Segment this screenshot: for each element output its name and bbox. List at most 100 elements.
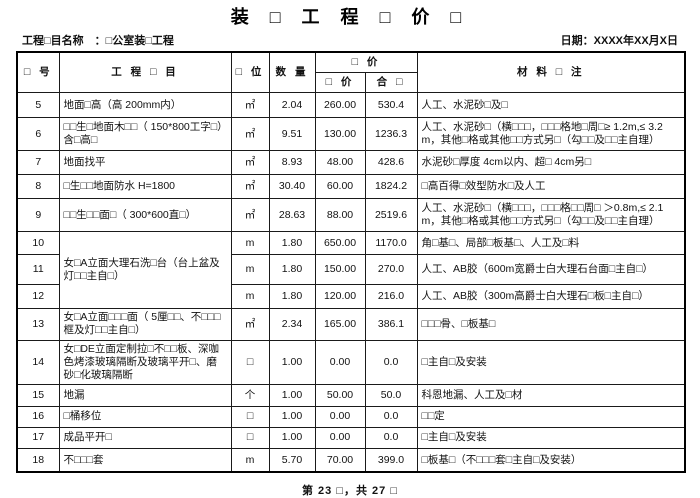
row-no-cell: 8: [16, 174, 60, 200]
page-number-line: 第 23 □，共 27 □: [302, 485, 398, 498]
qty-cell: 1.80: [268, 254, 316, 286]
unit-cell: □: [230, 339, 270, 385]
item-cell: 地漏: [58, 383, 232, 407]
row-no-cell: 15: [16, 383, 60, 407]
row-no-cell: 6: [16, 117, 60, 152]
unit-price-cell: 165.00: [314, 308, 366, 341]
table-row: 6 □□生□地面木□□（ 150*800工字□）含□高□ ㎡ 9.51 130.…: [16, 117, 686, 152]
remark-cell: □□□骨、□板基□: [416, 308, 686, 341]
item-cell-merged: 女□A立面大理石洗□台（台上盆及灯□□主自□）: [58, 231, 232, 310]
col-header-item: 工 程 □ 目: [58, 51, 232, 94]
remark-cell: 人工、AB胶（300m高爵士白大理石□板□主自□）: [416, 284, 686, 310]
quotation-table: □ 号 工 程 □ 目 □ 位 数 量 □ 价 材 料 □ 注 □ 价 合 □ …: [16, 51, 687, 474]
total-price-cell: 530.4: [364, 92, 418, 119]
item-cell: 女□DE立面定制拉□不□□板、深咖色烤漆玻璃隔断及玻璃平开□、磨砂□化玻璃隔断: [58, 339, 232, 385]
qty-cell: 2.34: [268, 308, 316, 341]
row-no-cell: 11: [16, 254, 60, 286]
col-header-unit-price: □ 价: [314, 72, 366, 94]
total-price-cell: 2519.6: [364, 198, 418, 233]
unit-cell: ㎡: [230, 198, 270, 233]
col-header-qty: 数 量: [268, 51, 316, 94]
qty-cell: 30.40: [268, 174, 316, 200]
table-row: 13 女□A立面□□□面（ 5厘□□、不□□□框及灯□□主自□） ㎡ 2.34 …: [16, 308, 686, 341]
unit-price-cell: 0.00: [314, 426, 366, 449]
qty-cell: 8.93: [268, 150, 316, 176]
row-no-cell: 5: [16, 92, 60, 119]
unit-cell: m: [230, 447, 270, 473]
col-header-no: □ 号: [16, 51, 60, 94]
item-cell: □□生□地面木□□（ 150*800工字□）含□高□: [58, 117, 232, 152]
row-no-cell: 9: [16, 198, 60, 233]
row-no-cell: 16: [16, 405, 60, 428]
unit-cell: ㎡: [230, 117, 270, 152]
col-header-unit: □ 位: [230, 51, 270, 94]
row-no-cell: 10: [16, 231, 60, 256]
total-price-cell: 399.0: [364, 447, 418, 473]
table-row: 5 地面□高（高 200mm内） ㎡ 2.04 260.00 530.4 人工、…: [16, 92, 686, 119]
qty-cell: 1.80: [268, 284, 316, 310]
col-header-price-group: □ 价: [314, 51, 418, 74]
total-price-cell: 0.0: [364, 426, 418, 449]
unit-cell: ㎡: [230, 174, 270, 200]
table-row: 11 m 1.80 150.00 270.0 人工、AB胶（600m宽爵士白大理…: [16, 254, 686, 286]
remark-cell: 人工、AB胶（600m宽爵士白大理石台面□主自□）: [416, 254, 686, 286]
table-row: 18 不□□□套 m 5.70 70.00 399.0 □板基□（不□□□套□主…: [16, 447, 686, 473]
row-no-cell: 18: [16, 447, 60, 473]
item-cell: 地面□高（高 200mm内）: [58, 92, 232, 119]
item-cell: 地面找平: [58, 150, 232, 176]
table-row: 14 女□DE立面定制拉□不□□板、深咖色烤漆玻璃隔断及玻璃平开□、磨砂□化玻璃…: [16, 339, 686, 385]
unit-cell: 个: [230, 383, 270, 407]
table-row: 10 女□A立面大理石洗□台（台上盆及灯□□主自□） m 1.80 650.00…: [16, 231, 686, 310]
unit-price-cell: 120.00: [314, 284, 366, 310]
header-row-1: □ 号 工 程 □ 目 □ 位 数 量 □ 价 材 料 □ 注: [16, 51, 686, 94]
remark-cell: 水泥砂□厚度 4cm以内、超□ 4cm另□: [416, 150, 686, 176]
unit-cell: m: [230, 231, 270, 256]
row-no-cell: 7: [16, 150, 60, 176]
unit-price-cell: 150.00: [314, 254, 366, 286]
table-row: 16 □桶移位 □ 1.00 0.00 0.0 □□定: [16, 405, 686, 428]
total-price-cell: 0.0: [364, 405, 418, 428]
qty-cell: 1.00: [268, 383, 316, 407]
unit-cell: ㎡: [230, 92, 270, 119]
total-price-cell: 428.6: [364, 150, 418, 176]
qty-cell: 1.00: [268, 426, 316, 449]
table-row: 9 □□生□□面□（ 300*600直□） ㎡ 28.63 88.00 2519…: [16, 198, 686, 233]
remark-cell: 科恩地漏、人工及□材: [416, 383, 686, 407]
qty-cell: 1.80: [268, 231, 316, 256]
remark-cell: 人工、水泥砂□（横□□□，□□□格□□周□ ＞0.8m,≤ 2.1m，其他□格或…: [416, 198, 686, 233]
item-cell: □桶移位: [58, 405, 232, 428]
total-price-cell: 1824.2: [364, 174, 418, 200]
remark-cell: □□定: [416, 405, 686, 428]
unit-price-cell: 70.00: [314, 447, 366, 473]
table-row: 12 m 1.80 120.00 216.0 人工、AB胶（300m高爵士白大理…: [16, 284, 686, 310]
item-cell: 女□A立面□□□面（ 5厘□□、不□□□框及灯□□主自□）: [58, 308, 232, 341]
page-title: 装 □ 工 程 □ 价 □: [230, 7, 470, 27]
item-cell: □□生□□面□（ 300*600直□）: [58, 198, 232, 233]
table-row: 15 地漏 个 1.00 50.00 50.0 科恩地漏、人工及□材: [16, 383, 686, 407]
unit-price-cell: 260.00: [314, 92, 366, 119]
row-no-cell: 17: [16, 426, 60, 449]
project-name-line: 工程□目名称 ：□公室装□工程: [22, 35, 174, 47]
unit-price-cell: 650.00: [314, 231, 366, 256]
unit-cell: ㎡: [230, 308, 270, 341]
unit-price-cell: 60.00: [314, 174, 366, 200]
unit-price-cell: 0.00: [314, 405, 366, 428]
remark-cell: □主自□及安装: [416, 339, 686, 385]
unit-price-cell: 48.00: [314, 150, 366, 176]
header-row-2: □ 价 合 □: [17, 72, 685, 94]
unit-price-cell: 0.00: [314, 339, 366, 385]
unit-cell: m: [230, 254, 270, 286]
unit-price-cell: 130.00: [314, 117, 366, 152]
col-header-total-price: 合 □: [364, 72, 418, 94]
table-row: 17 成品平开□ □ 1.00 0.00 0.0 □主自□及安装: [16, 426, 686, 449]
unit-price-cell: 50.00: [314, 383, 366, 407]
total-price-cell: 0.0: [364, 339, 418, 385]
remark-cell: 人工、水泥砂□（横□□□，□□□格地□周□≥ 1.2m,≤ 3.2m，其他□格或…: [416, 117, 686, 152]
qty-cell: 9.51: [268, 117, 316, 152]
table-row: 8 □生□□地面防水 H=1800 ㎡ 30.40 60.00 1824.2 □…: [16, 174, 686, 200]
total-price-cell: 1236.3: [364, 117, 418, 152]
table-row: 7 地面找平 ㎡ 8.93 48.00 428.6 水泥砂□厚度 4cm以内、超…: [16, 150, 686, 176]
unit-cell: □: [230, 426, 270, 449]
total-price-cell: 216.0: [364, 284, 418, 310]
